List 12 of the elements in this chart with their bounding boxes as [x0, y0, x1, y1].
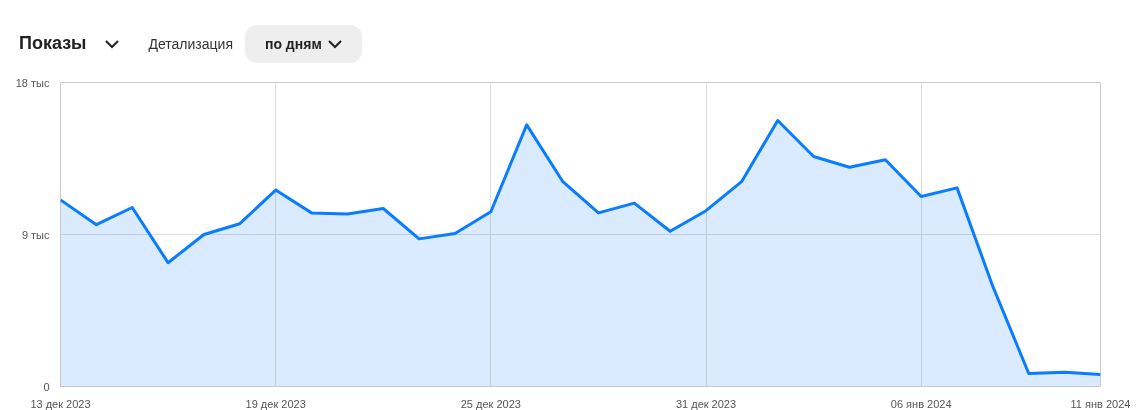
y-tick-label: 9 тыс: [21, 228, 50, 241]
x-tick-label: 25 дек 2023: [460, 397, 521, 410]
x-tick-label: 11 янв 2024: [1070, 397, 1131, 410]
y-tick-label: 18 тыс: [15, 76, 50, 89]
x-tick-label: 31 дек 2023: [675, 397, 737, 410]
x-tick-label: 19 дек 2023: [245, 397, 306, 410]
x-tick-label: 06 янв 2024: [890, 397, 952, 410]
text: по дням: [244, 25, 362, 63]
y-tick-label: 0: [43, 380, 50, 393]
x-tick-label: 13 дек 2023: [30, 397, 91, 410]
text: Детализация: [148, 35, 233, 54]
chart-title: Показы: [19, 32, 87, 56]
